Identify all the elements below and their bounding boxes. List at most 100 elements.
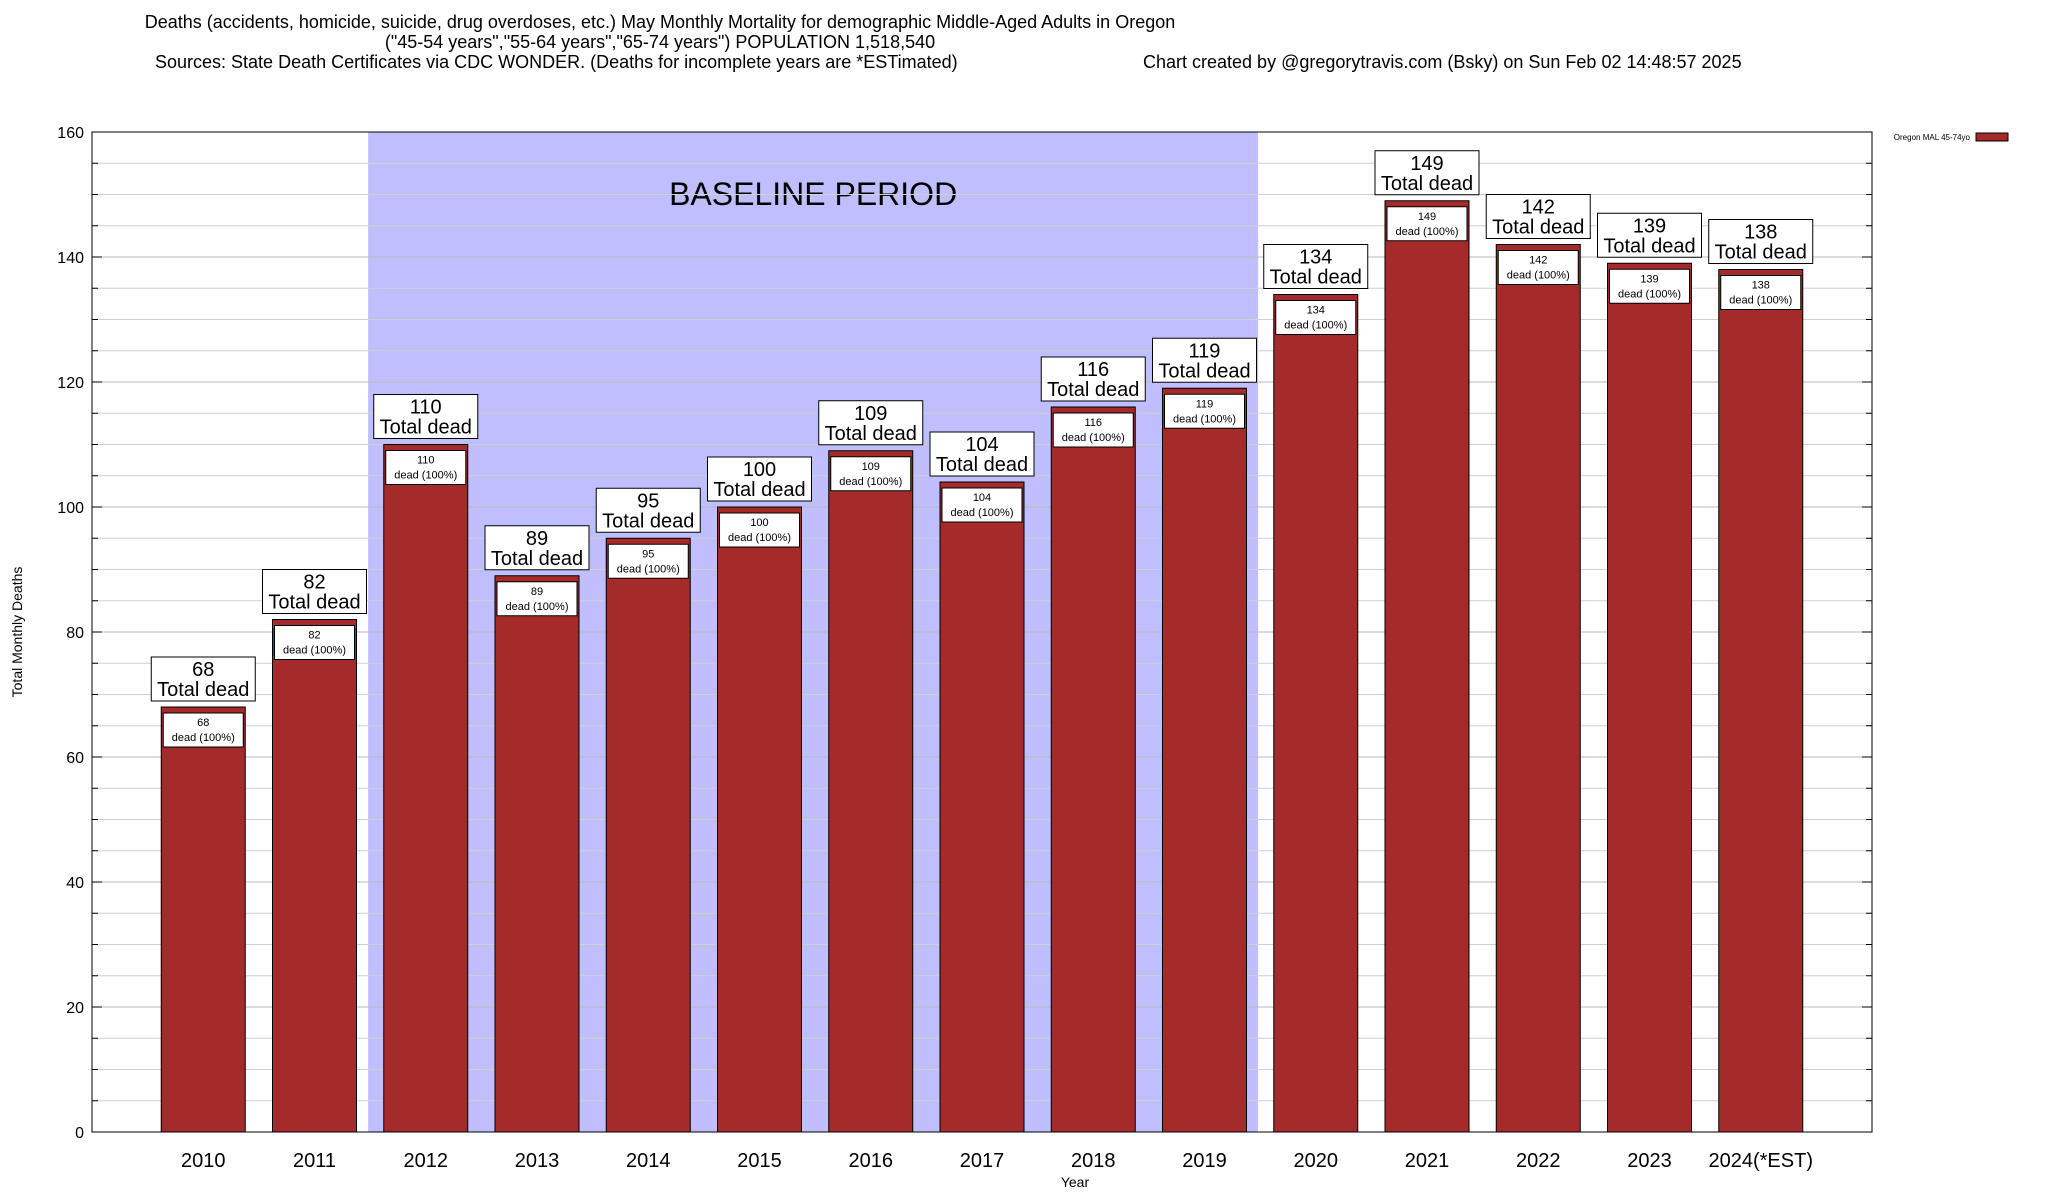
bar-inner-label-box bbox=[162, 712, 244, 748]
y-tick-label: 140 bbox=[57, 250, 84, 267]
bar-inner-value: 89 bbox=[531, 586, 543, 598]
bar bbox=[939, 481, 1025, 1133]
bar bbox=[494, 575, 580, 1133]
x-tick-label: 2022 bbox=[1516, 1150, 1561, 1172]
y-tick-label: 20 bbox=[66, 1000, 84, 1017]
bar bbox=[1162, 387, 1247, 1133]
bar-inner-suffix: dead (100%) bbox=[728, 532, 791, 544]
bar-inner-value: 95 bbox=[642, 548, 654, 560]
bar-inner-suffix: dead (100%) bbox=[1173, 413, 1236, 425]
total-label-box bbox=[929, 431, 1035, 477]
x-tick-label: 2010 bbox=[181, 1150, 226, 1172]
y-tick-label: 80 bbox=[66, 625, 84, 642]
bar-inner-suffix: dead (100%) bbox=[1284, 320, 1347, 332]
bar bbox=[383, 444, 469, 1133]
legend-swatch bbox=[1975, 132, 2009, 142]
bar-inner-value: 142 bbox=[1529, 255, 1547, 267]
bar-inner-label-box bbox=[274, 625, 355, 660]
bar-inner-value: 68 bbox=[197, 717, 209, 729]
bar-inner-label-box bbox=[830, 456, 912, 492]
bar-inner-value: 119 bbox=[1196, 398, 1214, 410]
bar-inner-label-box bbox=[1497, 250, 1579, 285]
x-tick-label: 2013 bbox=[515, 1150, 560, 1172]
bar-inner-label-box bbox=[1164, 393, 1245, 429]
bar-inner-value: 82 bbox=[308, 630, 320, 642]
total-label-box bbox=[1597, 212, 1702, 258]
bar-inner-value: 149 bbox=[1418, 211, 1436, 223]
total-label-suffix: Total dead bbox=[1492, 217, 1584, 239]
bar bbox=[1050, 406, 1136, 1133]
bar-inner-label-box bbox=[1275, 300, 1357, 335]
bar-inner-suffix: dead (100%) bbox=[1507, 270, 1570, 282]
bar-inner-suffix: dead (100%) bbox=[1062, 432, 1125, 444]
total-label-suffix: Total dead bbox=[936, 454, 1028, 476]
total-label-suffix: Total dead bbox=[380, 417, 472, 439]
bar bbox=[828, 450, 914, 1133]
legend-label: Oregon MAL 45-74yo bbox=[1894, 133, 1971, 142]
bar-inner-suffix: dead (100%) bbox=[283, 645, 346, 657]
total-label-suffix: Total dead bbox=[1381, 173, 1473, 195]
bar-inner-suffix: dead (100%) bbox=[1396, 226, 1459, 238]
total-label-value: 139 bbox=[1633, 215, 1666, 237]
y-tick-label: 40 bbox=[66, 875, 84, 892]
total-label-suffix: Total dead bbox=[825, 423, 917, 445]
total-label-suffix: Total dead bbox=[1603, 235, 1695, 257]
total-label-box bbox=[1263, 244, 1369, 289]
total-label-suffix: Total dead bbox=[157, 679, 249, 701]
x-tick-label: 2024(*EST) bbox=[1709, 1150, 1814, 1172]
y-axis-title: Total Monthly Deaths bbox=[9, 567, 25, 698]
total-label-value: 95 bbox=[637, 490, 659, 512]
total-label-suffix: Total dead bbox=[1158, 360, 1250, 382]
y-tick-label: 160 bbox=[57, 125, 84, 142]
x-tick-label: 2023 bbox=[1627, 1150, 1672, 1172]
x-tick-label: 2021 bbox=[1405, 1150, 1450, 1172]
total-label-box bbox=[707, 456, 812, 502]
bar-inner-value: 134 bbox=[1307, 305, 1325, 317]
bar-inner-value: 100 bbox=[750, 517, 768, 529]
chart-title: Deaths (accidents, homicide, suicide, dr… bbox=[0, 12, 1320, 52]
bar bbox=[717, 506, 802, 1133]
bar-inner-suffix: dead (100%) bbox=[172, 732, 235, 744]
total-label-box bbox=[373, 394, 479, 439]
total-label-value: 138 bbox=[1744, 222, 1777, 244]
y-tick-label: 100 bbox=[57, 500, 84, 517]
bar-inner-label-box bbox=[1720, 275, 1802, 310]
total-label-box bbox=[1152, 337, 1257, 383]
x-tick-label: 2018 bbox=[1071, 1150, 1116, 1172]
x-tick-label: 2011 bbox=[293, 1150, 336, 1172]
bar bbox=[272, 619, 357, 1133]
bar-inner-value: 110 bbox=[417, 455, 435, 467]
plot-border bbox=[91, 131, 1873, 1133]
bar-inner-value: 109 bbox=[862, 461, 880, 473]
total-label-suffix: Total dead bbox=[268, 592, 360, 614]
bar-inner-suffix: dead (100%) bbox=[506, 601, 569, 613]
bar bbox=[1495, 244, 1581, 1133]
bar-inner-label-box bbox=[1386, 206, 1468, 242]
bar bbox=[1607, 262, 1692, 1133]
bar-inner-label-box bbox=[496, 581, 578, 617]
bar-inner-suffix: dead (100%) bbox=[839, 476, 902, 488]
bar-inner-label-box bbox=[941, 487, 1023, 523]
total-label-box bbox=[595, 487, 701, 533]
total-label-box bbox=[150, 656, 256, 702]
x-tick-label: 2012 bbox=[404, 1150, 449, 1172]
total-label-suffix: Total dead bbox=[713, 479, 805, 501]
total-label-box bbox=[1040, 356, 1146, 402]
bar-inner-value: 116 bbox=[1084, 417, 1102, 429]
bar-inner-suffix: dead (100%) bbox=[951, 507, 1014, 519]
y-tick-label: 60 bbox=[66, 750, 84, 767]
total-label-box bbox=[818, 400, 924, 446]
bar-inner-suffix: dead (100%) bbox=[617, 563, 680, 575]
y-tick-label: 120 bbox=[57, 375, 84, 392]
total-label-value: 116 bbox=[1077, 359, 1109, 381]
total-label-suffix: Total dead bbox=[1047, 379, 1139, 401]
total-label-suffix: Total dead bbox=[491, 548, 583, 570]
total-label-value: 109 bbox=[854, 403, 887, 425]
total-label-box bbox=[1374, 150, 1480, 196]
bar-inner-label-box bbox=[385, 450, 467, 485]
total-label-box bbox=[1485, 194, 1591, 239]
bar-inner-suffix: dead (100%) bbox=[394, 470, 457, 482]
bar-inner-value: 138 bbox=[1752, 280, 1770, 292]
bar-inner-label-box bbox=[1609, 268, 1690, 304]
